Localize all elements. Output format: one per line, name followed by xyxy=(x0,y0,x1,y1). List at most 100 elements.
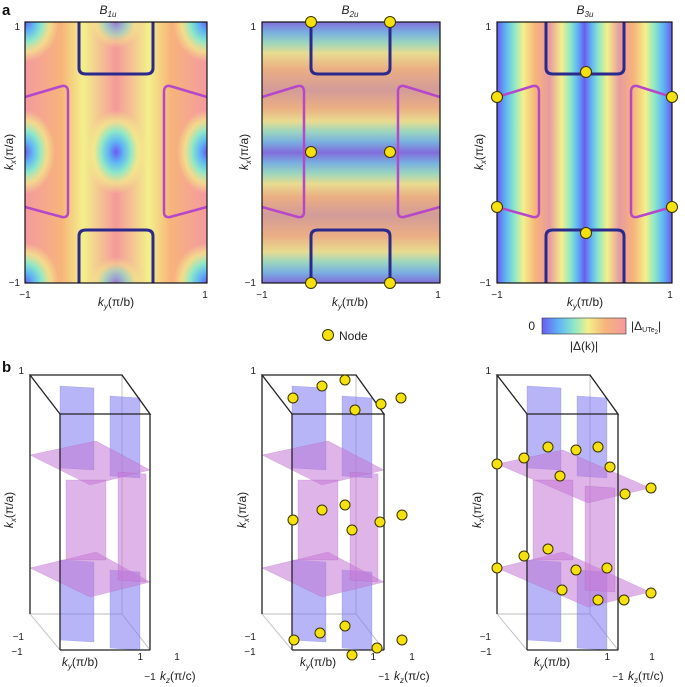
node-marker xyxy=(645,587,657,599)
kz-tick-max: 1 xyxy=(649,652,655,663)
y-axis-label: kx(π/a) xyxy=(472,134,488,170)
kz-tick-max: 1 xyxy=(174,652,180,663)
fermi-surface-top xyxy=(77,22,155,76)
colorbar-caption: |Δ(k)| xyxy=(570,339,598,353)
y-tick-max: 1 xyxy=(485,22,491,33)
y-axis-label: kx(π/a) xyxy=(237,134,253,170)
fermi-surface-right xyxy=(629,84,673,219)
ky-axis-label: ky(π/b) xyxy=(300,655,336,671)
gap-map-b3u xyxy=(497,22,672,283)
node-marker xyxy=(556,584,568,596)
node-marker xyxy=(491,201,503,213)
kz-tick-min: −1 xyxy=(378,672,390,683)
kz-axis-label: kz(π/c) xyxy=(394,669,430,685)
y-axis-label: kx(π/a) xyxy=(2,134,18,170)
kx-tick-min: −1 xyxy=(13,632,25,643)
ky-tick-min: −1 xyxy=(11,647,23,658)
y-tick-max: 1 xyxy=(250,22,256,33)
fermi-sheet-purple xyxy=(65,479,107,561)
fermi-surface-top xyxy=(309,22,392,76)
fermi-surface-bottom xyxy=(77,228,155,283)
node-marker xyxy=(570,444,582,456)
node-marker xyxy=(570,564,582,576)
fermi-surface-right xyxy=(162,84,208,219)
ky-tick-max: 1 xyxy=(604,652,610,663)
colorbar-gradient xyxy=(541,317,627,335)
x-axis-label: ky(π/b) xyxy=(332,295,368,311)
kz-tick-min: −1 xyxy=(144,672,156,683)
heatmap-b3u: B3u 1 −1 −1 1 ky(π/b) kx(π/a) xyxy=(472,3,678,311)
node-marker xyxy=(491,91,503,103)
ky-tick-max: 1 xyxy=(370,652,376,663)
node-marker xyxy=(592,594,604,606)
node-marker xyxy=(580,227,592,239)
kz-axis-label: kz(π/c) xyxy=(628,669,664,685)
fermi-3d-b1u: 1 −1 −1 1 −1 1 ky(π/b) kz(π/c) kx(π/a) xyxy=(2,366,196,685)
x-tick-min: −1 xyxy=(19,290,31,301)
fermi-sheet-purple xyxy=(584,485,616,593)
kx-axis-label: kx(π/a) xyxy=(470,492,486,528)
x-axis-label: ky(π/b) xyxy=(567,295,603,311)
node-marker xyxy=(287,514,299,526)
kx-tick-max: 1 xyxy=(18,366,24,377)
node-marker xyxy=(666,91,678,103)
ky-tick-min: −1 xyxy=(244,647,256,658)
y-tick-max: 1 xyxy=(14,22,20,33)
ky-axis-label: ky(π/b) xyxy=(534,655,570,671)
kx-tick-min: −1 xyxy=(480,632,492,643)
fermi-sheet-purple xyxy=(297,479,339,561)
node-marker xyxy=(542,543,554,555)
node-marker xyxy=(287,392,299,404)
fermi-3d-b2u: 1 −1 −1 1 −1 1 ky(π/b) kz(π/c) kx(π/a) xyxy=(235,366,430,685)
fermi-surface-left xyxy=(24,84,70,219)
heatmap-b2u: B2u 1 −1 −1 1 ky(π/b) kx(π/a) xyxy=(237,3,441,311)
node-marker xyxy=(371,642,383,654)
node-marker xyxy=(395,392,407,404)
kx-axis-label: kx(π/a) xyxy=(235,492,251,528)
node-marker xyxy=(339,374,351,386)
node-marker xyxy=(396,509,408,521)
fermi-surface-left xyxy=(261,84,306,219)
node-marker xyxy=(349,404,361,416)
fermi-surface-right xyxy=(396,84,441,219)
node-marker xyxy=(346,524,358,536)
kz-tick-max: 1 xyxy=(409,652,415,663)
node-marker xyxy=(580,66,592,78)
x-tick-max: 1 xyxy=(435,290,441,301)
kz-tick-min: −1 xyxy=(612,672,624,683)
y-tick-min: −1 xyxy=(9,278,21,289)
panel-label-a: a xyxy=(2,2,11,19)
node-marker xyxy=(316,380,328,392)
kx-tick-max: 1 xyxy=(250,366,256,377)
node-marker xyxy=(384,146,396,158)
fermi-surface-left xyxy=(496,84,541,219)
gap-minimum-center xyxy=(86,110,146,194)
title-b1u: B1u xyxy=(100,3,117,19)
node-marker xyxy=(314,627,326,639)
node-legend-marker xyxy=(322,329,334,341)
title-b3u: B3u xyxy=(577,3,594,19)
node-marker xyxy=(518,452,530,464)
node-marker xyxy=(305,16,317,28)
panel-label-b: b xyxy=(2,359,11,376)
node-marker xyxy=(396,634,408,646)
gap-map-b2u xyxy=(262,22,440,283)
node-marker xyxy=(619,488,631,500)
node-marker xyxy=(288,634,300,646)
colorbar: 0 |ΔUTe2| |Δ(k)| xyxy=(528,317,661,353)
node-marker xyxy=(374,516,386,528)
node-marker xyxy=(592,441,604,453)
node-marker xyxy=(645,482,657,494)
kx-tick-max: 1 xyxy=(485,366,491,377)
node-marker xyxy=(491,458,503,470)
node-marker xyxy=(601,562,613,574)
fermi-sheet-purple xyxy=(349,471,379,583)
node-marker xyxy=(305,146,317,158)
node-marker xyxy=(604,461,616,473)
node-marker xyxy=(346,649,358,661)
kz-axis-label: kz(π/c) xyxy=(160,669,196,685)
x-axis-label: ky(π/b) xyxy=(98,295,134,311)
title-b2u: B2u xyxy=(342,3,359,19)
node-marker xyxy=(618,594,630,606)
